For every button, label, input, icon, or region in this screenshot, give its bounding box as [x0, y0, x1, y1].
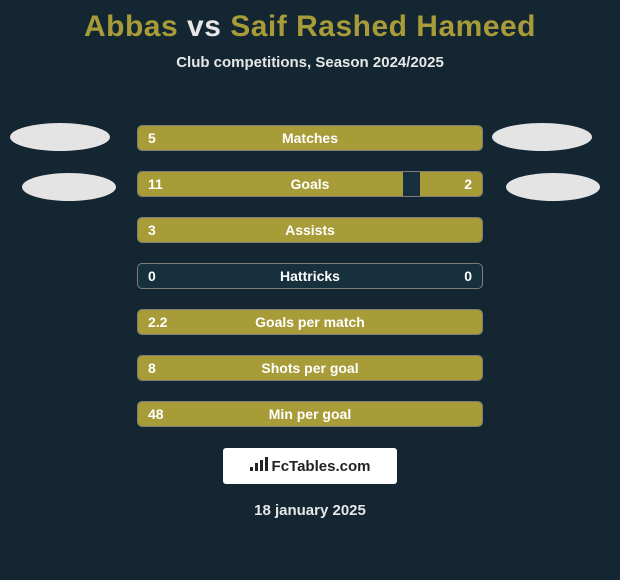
stat-value-right: 2 — [464, 172, 472, 196]
subtitle: Club competitions, Season 2024/2025 — [0, 54, 620, 71]
branding-badge: FcTables.com — [223, 448, 397, 484]
stat-label: Assists — [138, 218, 482, 242]
stat-value-left: 11 — [148, 172, 163, 196]
stat-label: Min per goal — [138, 402, 482, 426]
stat-label: Hattricks — [138, 264, 482, 288]
stat-value-right: 0 — [464, 264, 472, 288]
snapshot-date: 18 january 2025 — [0, 502, 620, 519]
avatar-left-1 — [22, 173, 116, 201]
avatar-right-1 — [506, 173, 600, 201]
player2-name: Saif Rashed Hameed — [230, 10, 536, 43]
stat-row: Goals11 2 — [137, 171, 483, 197]
stat-row: Assists3 — [137, 217, 483, 243]
avatar-left-0 — [10, 123, 110, 151]
stat-value-left: 8 — [148, 356, 156, 380]
stat-value-left: 2.2 — [148, 310, 167, 334]
stat-label: Goals per match — [138, 310, 482, 334]
stat-label: Matches — [138, 126, 482, 150]
stat-row: Hattricks0 0 — [137, 263, 483, 289]
stat-bars: Matches5 Goals11 2 Assists3 Hattricks0 0 Goals… — [137, 125, 483, 447]
stat-label: Shots per goal — [138, 356, 482, 380]
stat-value-left: 5 — [148, 126, 156, 150]
comparison-title: Abbas vs Saif Rashed Hameed — [0, 0, 620, 44]
stat-label: Goals — [138, 172, 482, 196]
stat-row: Goals per match2.2 — [137, 309, 483, 335]
stat-row: Matches5 — [137, 125, 483, 151]
stat-row: Shots per goal8 — [137, 355, 483, 381]
avatar-right-0 — [492, 123, 592, 151]
branding-text: FcTables.com — [272, 458, 371, 475]
stat-value-left: 48 — [148, 402, 164, 426]
stat-row: Min per goal48 — [137, 401, 483, 427]
player1-name: Abbas — [84, 10, 178, 43]
vs-text: vs — [187, 10, 221, 43]
signal-icon — [250, 457, 268, 476]
stat-value-left: 3 — [148, 218, 156, 242]
stat-value-left: 0 — [148, 264, 156, 288]
